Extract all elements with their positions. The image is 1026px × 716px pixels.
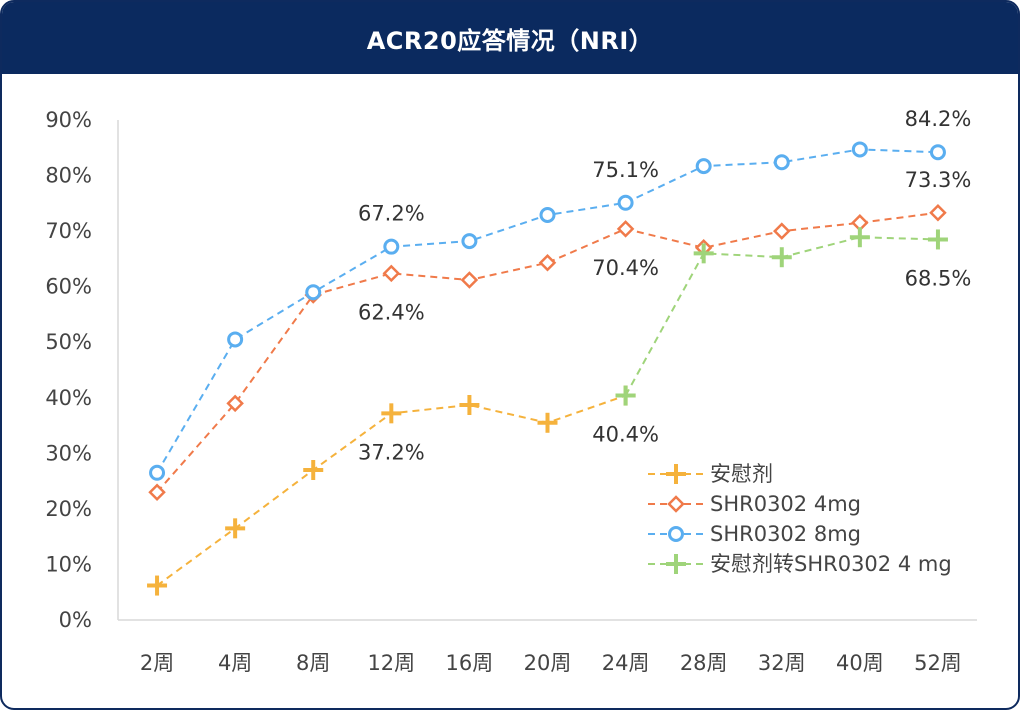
legend-marker (668, 526, 684, 542)
x-tick-label: 28周 (680, 651, 728, 675)
data-point (382, 264, 401, 283)
data-point (459, 395, 480, 415)
data-label: 37.2% (358, 440, 425, 464)
y-tick-label: 90% (45, 108, 92, 132)
data-point (538, 254, 557, 272)
x-tick-label: 16周 (446, 651, 494, 675)
data-label: 84.2% (905, 107, 972, 131)
data-point (227, 331, 244, 348)
data-label: 68.5% (905, 266, 972, 290)
data-label: 40.4% (592, 423, 659, 447)
data-point (460, 271, 479, 289)
data-point (773, 154, 790, 171)
x-tick-label: 12周 (367, 651, 415, 675)
legend-marker (666, 464, 686, 484)
data-point (771, 247, 792, 268)
legend-label: SHR0302 4mg (710, 492, 861, 516)
series-line-1 (156, 211, 939, 493)
data-label: 73.3% (905, 168, 972, 192)
data-point (695, 158, 712, 175)
data-label: 75.1% (592, 158, 659, 182)
legend-label: 安慰剂转SHR0302 4 mg (710, 552, 952, 576)
x-tick-label: 32周 (758, 651, 806, 675)
x-tick-label: 24周 (602, 651, 650, 675)
data-point (617, 194, 634, 211)
y-tick-label: 20% (45, 497, 92, 521)
data-point (616, 220, 635, 238)
data-point (461, 233, 478, 250)
x-tick-label: 52周 (914, 651, 962, 675)
x-tick-label: 4周 (218, 651, 252, 675)
legend-label: SHR0302 8mg (710, 522, 861, 546)
data-label: 62.4% (358, 300, 425, 324)
data-label: 67.2% (358, 202, 425, 226)
data-point (539, 207, 556, 223)
y-tick-label: 60% (45, 275, 92, 299)
data-point (147, 575, 168, 596)
y-tick-label: 80% (45, 164, 92, 188)
y-tick-label: 30% (45, 441, 92, 465)
y-tick-label: 0% (59, 608, 92, 632)
data-point (383, 238, 400, 255)
legend-label: 安慰剂 (710, 462, 773, 486)
chart-title: ACR20应答情况（NRI） (2, 2, 1018, 74)
data-point (927, 229, 948, 250)
y-tick-label: 40% (45, 386, 92, 410)
data-point (773, 222, 791, 240)
y-tick-label: 70% (45, 219, 92, 243)
data-point (148, 483, 166, 501)
data-point (693, 243, 714, 264)
data-point (851, 141, 868, 158)
data-point (226, 394, 244, 413)
x-tick-label: 2周 (140, 651, 174, 675)
legend-marker (667, 495, 685, 513)
data-point (381, 403, 402, 424)
y-tick-label: 10% (45, 552, 92, 576)
x-tick-label: 8周 (296, 651, 330, 675)
x-tick-label: 20周 (524, 651, 572, 675)
data-point (615, 385, 636, 406)
legend-marker (666, 554, 686, 574)
y-tick-label: 50% (45, 330, 92, 354)
x-tick-label: 40周 (836, 651, 884, 675)
data-label: 70.4% (592, 256, 659, 280)
data-point (929, 204, 947, 222)
data-point (149, 464, 166, 481)
data-point (929, 144, 946, 161)
data-point (305, 284, 322, 301)
data-point (849, 227, 870, 248)
data-point (225, 518, 246, 539)
data-point (537, 412, 558, 433)
data-point (303, 460, 324, 480)
